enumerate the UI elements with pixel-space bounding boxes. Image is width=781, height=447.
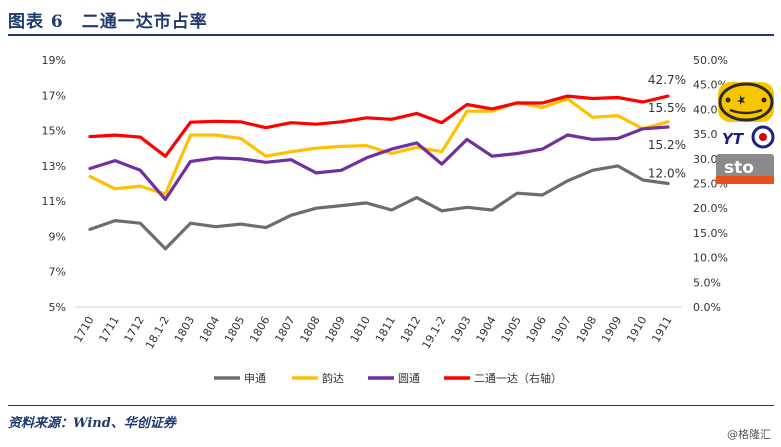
- right-axis-tick-label: 10.0%: [693, 252, 728, 265]
- x-axis-tick-label: 18.1-2: [143, 314, 172, 351]
- x-axis-tick-label: 1911: [649, 314, 674, 345]
- left-axis-tick-label: 7%: [49, 266, 66, 279]
- right-axis-tick-label: 45.0%: [693, 79, 728, 92]
- yto-logo: YT: [718, 124, 775, 150]
- x-axis-tick-label: 1710: [71, 314, 96, 345]
- series-line-韵达: [88, 97, 670, 196]
- x-axis-tick-label: 1809: [323, 314, 348, 345]
- data-labels: 42.7% 15.5% 15.2% 12.0%: [648, 73, 686, 180]
- svg-text:YT: YT: [722, 130, 745, 148]
- legend-label: 韵达: [322, 371, 344, 385]
- legend-label: 圆通: [398, 372, 420, 385]
- source-note: 资料来源：Wind、华创证券: [8, 416, 176, 431]
- series-line-二通一达（右轴）: [88, 94, 670, 158]
- legend: 申通 韵达 圆通 二通一达（右轴）: [214, 371, 562, 385]
- data-label: 15.2%: [648, 138, 686, 152]
- x-axis-tick-label: 1811: [373, 314, 398, 345]
- yunda-logo: [718, 82, 774, 122]
- watermark: @格隆汇: [727, 428, 771, 441]
- x-axis-tick-label: 1805: [222, 314, 247, 345]
- sto-logo: sto: [716, 154, 774, 184]
- x-axis-tick-label: 1812: [398, 314, 423, 345]
- x-axis-tick-label: 1712: [122, 314, 147, 345]
- x-axis-tick-label: 1905: [499, 314, 524, 345]
- right-axis-tick-label: 0.0%: [693, 301, 721, 314]
- source-divider: [8, 405, 774, 406]
- left-axis-tick-label: 9%: [49, 230, 66, 243]
- series-lines: [88, 94, 670, 251]
- x-axis-tick-label: 1806: [247, 314, 272, 345]
- left-axis-tick-label: 15%: [42, 125, 66, 138]
- series-line-申通: [88, 164, 670, 251]
- right-axis-tick-label: 15.0%: [693, 227, 728, 240]
- x-axis-tick-label: 19.1-2: [419, 314, 448, 351]
- left-axis-tick-label: 13%: [42, 160, 66, 173]
- data-label: 12.0%: [648, 167, 686, 181]
- x-axis-tick-label: 1908: [574, 314, 599, 345]
- data-label: 15.5%: [648, 101, 686, 115]
- page-title: 图表 6 二通一达市占率: [8, 12, 208, 32]
- x-axis-tick-label: 1910: [624, 314, 649, 345]
- left-axis-tick-label: 19%: [42, 54, 66, 67]
- title-bar: 图表 6 二通一达市占率: [8, 4, 774, 36]
- right-axis-tick-label: 20.0%: [693, 202, 728, 215]
- x-axis-tick-label: 1808: [298, 314, 323, 345]
- x-axis-tick-label: 1909: [599, 314, 624, 345]
- x-axis-tick-label: 1803: [172, 314, 197, 345]
- series-line-圆通: [88, 125, 670, 201]
- right-axis-tick-label: 5.0%: [693, 276, 721, 289]
- left-axis-tick-label: 17%: [42, 89, 66, 102]
- title-divider: [8, 34, 774, 36]
- x-axis-tick-label: 1907: [549, 314, 574, 345]
- left-axis-ticks: 5% 7% 9% 11% 13% 15% 17% 19%: [42, 54, 66, 314]
- data-label: 42.7%: [648, 73, 686, 87]
- left-axis-tick-label: 5%: [49, 301, 66, 314]
- x-axis-tick-label: 1904: [473, 314, 498, 345]
- x-axis-tick-label: 1810: [348, 314, 373, 345]
- legend-label: 二通一达（右轴）: [474, 371, 562, 385]
- x-axis-tick-label: 1711: [96, 314, 121, 345]
- svg-text:sto: sto: [724, 158, 754, 178]
- legend-label: 申通: [244, 372, 266, 385]
- left-axis-tick-label: 11%: [42, 195, 66, 208]
- right-axis-tick-label: 50.0%: [693, 54, 728, 67]
- x-axis-tick-label: 1807: [272, 314, 297, 345]
- x-axis-tick-label: 1906: [524, 314, 549, 345]
- x-axis-tick-label: 1903: [448, 314, 473, 345]
- x-axis-tick-label: 1804: [197, 314, 222, 345]
